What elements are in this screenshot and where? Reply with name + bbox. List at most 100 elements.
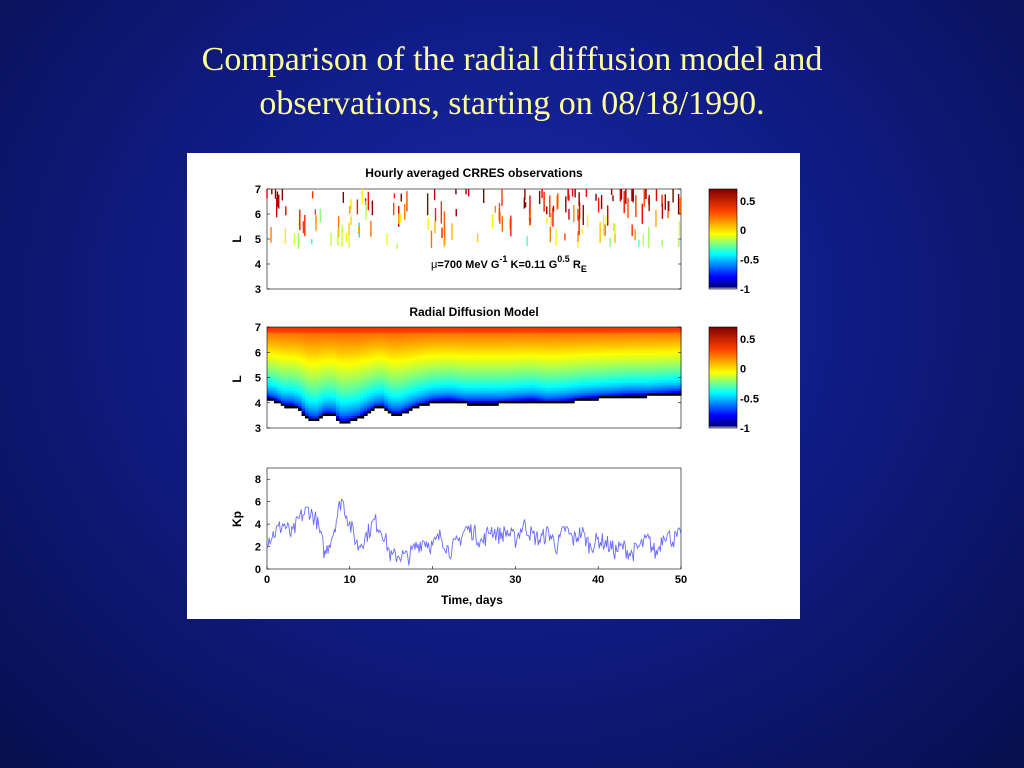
- model-cell: [308, 359, 313, 363]
- model-cell: [543, 377, 548, 381]
- model-cell: [570, 354, 575, 358]
- model-cell: [615, 382, 620, 386]
- model-cell: [639, 329, 644, 333]
- model-cell: [456, 369, 461, 374]
- model-cell: [480, 374, 485, 379]
- model-cell: [601, 357, 606, 361]
- model-cell: [649, 334, 654, 338]
- model-cell: [463, 364, 468, 369]
- model-cell: [574, 354, 579, 358]
- model-cell: [325, 385, 330, 389]
- model-cell: [280, 332, 285, 336]
- model-cell: [511, 380, 516, 384]
- model-cell: [363, 354, 368, 358]
- model-cell: [660, 369, 665, 374]
- model-cell: [273, 329, 278, 333]
- model-cell: [618, 329, 623, 333]
- model-cell: [584, 374, 589, 379]
- model-cell: [498, 332, 503, 336]
- model-cell: [332, 412, 337, 416]
- model-cell: [549, 369, 554, 374]
- model-cell: [467, 332, 472, 336]
- model-cell: [491, 402, 496, 406]
- model-cell: [494, 347, 499, 351]
- model-cell: [304, 344, 309, 348]
- model-cell: [294, 397, 299, 401]
- model-cell: [477, 397, 482, 401]
- model-cell: [349, 387, 354, 391]
- model-cell: [442, 367, 447, 371]
- model-cell: [612, 367, 617, 371]
- model-cell: [674, 329, 679, 333]
- model-cell: [487, 359, 492, 363]
- model-cell: [346, 387, 351, 391]
- model-cell: [608, 334, 613, 338]
- model-cell: [543, 372, 548, 376]
- model-cell: [543, 400, 548, 404]
- model-cell: [470, 339, 475, 343]
- model-cell: [294, 369, 299, 374]
- model-cell: [373, 397, 378, 401]
- model-cell: [325, 347, 330, 351]
- model-cell: [308, 402, 313, 406]
- model-cell: [501, 369, 506, 374]
- model-cell: [525, 395, 530, 399]
- model-cell: [311, 392, 316, 396]
- model-cell: [277, 332, 282, 336]
- model-cell: [353, 354, 358, 358]
- model-cell: [577, 369, 582, 374]
- model-cell: [670, 329, 675, 333]
- model-cell: [339, 415, 344, 419]
- model-cell: [556, 392, 561, 396]
- model-cell: [470, 344, 475, 348]
- model-cell: [522, 349, 527, 353]
- model-cell: [477, 329, 482, 333]
- model-cell: [391, 359, 396, 363]
- model-cell: [529, 382, 534, 386]
- model-cell: [322, 372, 327, 376]
- model-cell: [508, 369, 513, 374]
- model-cell: [391, 332, 396, 336]
- model-cell: [280, 347, 285, 351]
- observations-colorbar-tick-label: 0.5: [740, 196, 755, 208]
- model-cell: [277, 367, 282, 371]
- model-cell: [605, 359, 610, 363]
- model-cell: [294, 349, 299, 353]
- model-cell: [332, 397, 337, 401]
- model-cell: [332, 405, 337, 409]
- model-cell: [308, 385, 313, 389]
- model-cell: [267, 357, 272, 361]
- model-cell: [467, 400, 472, 404]
- model-cell: [277, 362, 282, 366]
- model-cell: [315, 377, 320, 381]
- model-cell: [360, 392, 365, 396]
- model-cell: [377, 352, 382, 356]
- model-cell: [549, 332, 554, 336]
- model-cell: [618, 349, 623, 353]
- model-cell: [436, 342, 441, 346]
- model-cell: [336, 382, 341, 386]
- model-cell: [456, 374, 461, 379]
- model-cell: [467, 354, 472, 358]
- model-cell: [401, 329, 406, 333]
- model-cell: [394, 329, 399, 333]
- model-cell: [363, 374, 368, 379]
- model-cell: [480, 372, 485, 376]
- model-cell: [677, 369, 682, 374]
- model-cell: [380, 344, 385, 348]
- model-cell: [329, 369, 334, 374]
- model-cell: [570, 359, 575, 363]
- model-cell: [401, 380, 406, 384]
- model-cell: [318, 349, 323, 353]
- model-cell: [277, 387, 282, 391]
- model-cell: [612, 357, 617, 361]
- model-cell: [653, 332, 658, 336]
- model-cell: [632, 395, 637, 399]
- model-cell: [587, 347, 592, 351]
- model-cell: [360, 339, 365, 343]
- model-cell: [674, 392, 679, 396]
- model-cell: [501, 354, 506, 358]
- model-cell: [663, 385, 668, 389]
- model-cell: [539, 397, 544, 401]
- model-cell: [446, 359, 451, 363]
